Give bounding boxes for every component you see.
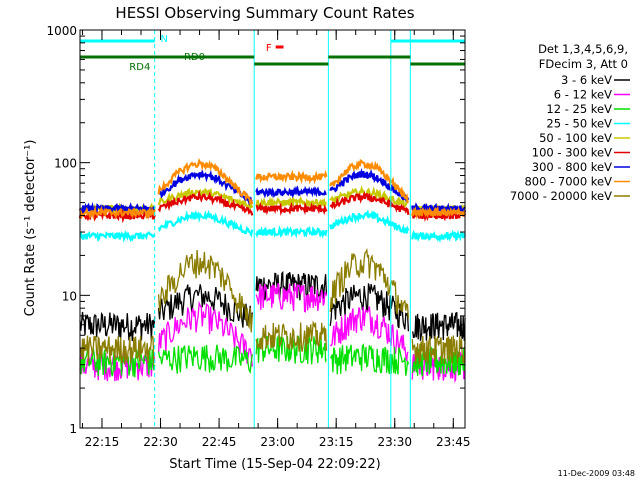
series-line-segment	[255, 184, 327, 199]
x-tick-label: 22:45	[202, 435, 237, 449]
legend: Det 1,3,4,5,6,9, FDecim 3, Att 0 3 - 6 k…	[510, 42, 630, 203]
y-tick-label: 1000	[46, 24, 77, 38]
series-line-segment	[329, 283, 410, 332]
x-axis-label: Start Time (15-Sep-04 22:09:22)	[169, 457, 380, 472]
y-tick-label: 100	[54, 157, 77, 171]
chart-title: HESSI Observing Summary Count Rates	[115, 4, 414, 22]
series-line-segment	[411, 205, 466, 220]
series-800_7000keV	[78, 157, 466, 221]
x-tick-label: 23:15	[319, 435, 354, 449]
rd0-flag-label: RD0	[184, 52, 205, 63]
legend-entry-label: 3 - 6 keV	[561, 73, 612, 87]
series-line-segment	[411, 312, 466, 342]
plot-frame	[79, 29, 466, 429]
series-line-segment	[329, 190, 410, 215]
legend-entry-label: 300 - 800 keV	[532, 160, 612, 174]
series-line-segment	[79, 311, 156, 342]
y-axis-label: Count Rate (s⁻¹ detector⁻¹)	[23, 140, 38, 317]
x-tick-label: 23:00	[260, 435, 295, 449]
legend-entry-label: 50 - 100 keV	[539, 131, 612, 145]
series-line-segment	[255, 195, 327, 209]
series-line-segment	[157, 300, 253, 367]
series-7000_20000keV	[79, 247, 466, 365]
legend-entry-label: 25 - 50 keV	[546, 117, 612, 131]
series-line-segment	[255, 320, 328, 352]
axes: 1 10 100 1000 22:15 22:30 22:45 23:00 23:15 23:30…	[46, 24, 470, 449]
series-line-segment	[255, 201, 328, 216]
series-line-segment	[330, 306, 409, 362]
series-line-segment	[329, 343, 410, 376]
series-line-segment	[78, 205, 156, 221]
series-line-segment	[157, 249, 253, 333]
plot-area: N RD0 RD4 F	[78, 30, 467, 428]
series-line-segment	[157, 344, 253, 375]
legend-header-1: Det 1,3,4,5,6,9,	[538, 42, 628, 56]
series-line-segment	[411, 335, 466, 365]
series-line-segment	[255, 283, 328, 313]
timestamp: 11-Dec-2009 03:48	[558, 469, 635, 478]
series-line-segment	[329, 185, 409, 209]
series-line-segment	[157, 209, 254, 238]
rd4-flag-label: RD4	[129, 62, 150, 73]
series-line-segment	[329, 247, 410, 319]
legend-entry-label: 100 - 300 keV	[532, 146, 612, 160]
series-line-segment	[255, 169, 328, 185]
x-tick-label: 22:15	[85, 435, 120, 449]
series-line-segment	[157, 157, 254, 206]
series-line-segment	[255, 334, 327, 365]
legend-entry-label: 6 - 12 keV	[554, 88, 612, 102]
series-line-segment	[329, 158, 410, 204]
legend-entry-label: 7000 - 20000 keV	[510, 189, 612, 203]
legend-entry-label: 12 - 25 keV	[546, 102, 612, 116]
series-line-segment	[255, 270, 328, 301]
f-flag-label: F	[266, 43, 272, 54]
series-line-segment	[255, 225, 328, 239]
series-25_50keV	[79, 209, 466, 244]
y-tick-label: 1	[69, 422, 77, 436]
series-line-segment	[79, 230, 156, 243]
series-line-segment	[411, 229, 466, 244]
x-tick-label: 22:30	[143, 435, 178, 449]
series-line-segment	[157, 189, 254, 216]
series-line-segment	[329, 209, 410, 234]
series-line-segment	[79, 335, 156, 365]
y-tick-label: 10	[62, 289, 77, 303]
legend-header-2: FDecim 3, Att 0	[539, 57, 628, 71]
x-tick-label: 23:45	[436, 435, 471, 449]
x-tick-label: 23:30	[377, 435, 412, 449]
legend-entry-label: 800 - 7000 keV	[524, 175, 612, 189]
n-flag-label: N	[161, 34, 168, 45]
series-12_25keV	[79, 334, 466, 378]
